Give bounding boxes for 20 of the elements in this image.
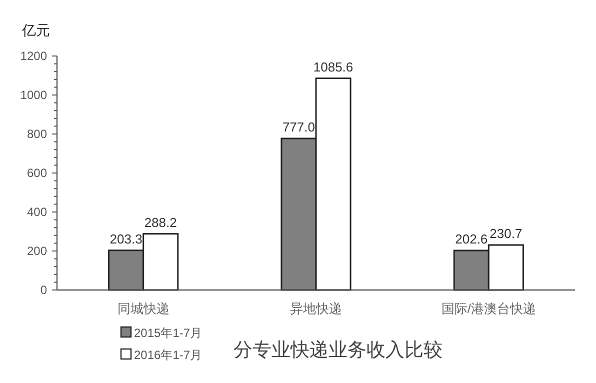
y-tick-label: 600 <box>26 166 48 180</box>
y-tick-label: 400 <box>26 205 48 219</box>
x-tick-label: 同城快递 <box>117 301 170 316</box>
data-label: 288.2 <box>144 214 177 230</box>
x-tick-label: 异地快递 <box>290 301 342 316</box>
y-axis-title: 亿元 <box>21 22 50 38</box>
legend-label: 2016年1-7月 <box>134 348 202 362</box>
y-tick-label: 1200 <box>20 49 48 63</box>
data-label: 230.7 <box>490 226 522 242</box>
y-tick-label: 200 <box>26 244 48 258</box>
legend-label: 2015年1-7月 <box>134 326 202 340</box>
data-label: 777.0 <box>282 119 316 134</box>
y-tick-label: 800 <box>26 127 48 141</box>
y-tick-label: 0 <box>40 283 48 297</box>
y-tick-label: 1000 <box>20 88 48 102</box>
data-label: 203.3 <box>110 231 142 246</box>
data-label: 202.6 <box>455 231 488 246</box>
x-tick-label: 国际/港澳台快递 <box>441 301 536 316</box>
text: 分专业快递业务收入比较 <box>234 340 442 361</box>
data-label: 1085.6 <box>313 59 354 74</box>
